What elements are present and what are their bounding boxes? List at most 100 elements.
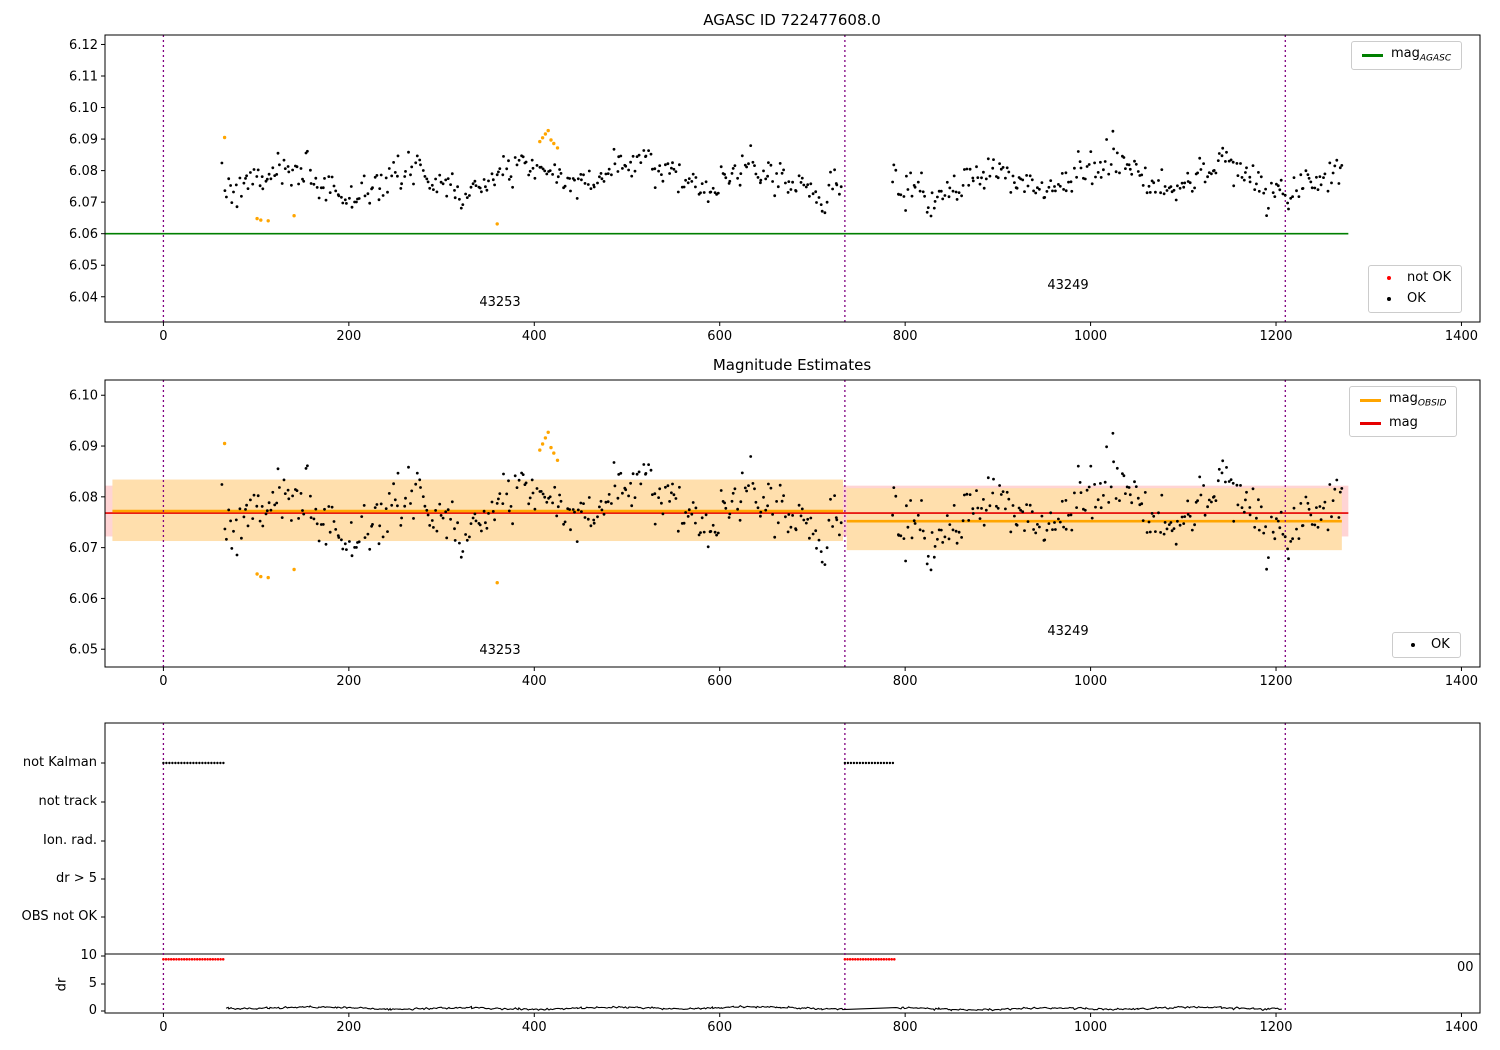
point xyxy=(407,465,410,469)
point xyxy=(580,510,583,513)
dr-ylabel: dr xyxy=(54,977,70,992)
point xyxy=(493,183,496,187)
point xyxy=(317,196,321,200)
point xyxy=(1216,479,1220,483)
point xyxy=(386,530,389,533)
point xyxy=(283,492,287,495)
point xyxy=(784,181,787,185)
point xyxy=(430,183,434,187)
point xyxy=(345,548,348,551)
legend-item-ok: OK xyxy=(1379,291,1451,306)
point xyxy=(495,502,499,505)
point xyxy=(368,201,372,205)
point xyxy=(1242,178,1246,182)
point xyxy=(350,554,354,558)
point xyxy=(1335,158,1339,162)
x-tick-label: 1000 xyxy=(1074,674,1107,689)
point xyxy=(894,168,898,172)
point xyxy=(548,169,552,173)
point xyxy=(775,172,778,175)
point xyxy=(936,537,939,541)
point xyxy=(1152,181,1156,185)
point xyxy=(507,509,511,513)
point xyxy=(1210,172,1213,176)
point xyxy=(259,574,263,579)
dr-dot xyxy=(164,958,168,961)
point xyxy=(749,455,753,458)
point xyxy=(1094,175,1097,179)
point xyxy=(1322,506,1325,510)
point xyxy=(799,514,803,518)
point xyxy=(978,182,982,186)
point xyxy=(1207,498,1211,502)
point xyxy=(1231,160,1235,164)
point xyxy=(1112,460,1115,464)
point xyxy=(1190,528,1194,532)
point xyxy=(1253,525,1257,529)
point xyxy=(400,516,403,520)
dr-dot xyxy=(214,958,217,961)
flag-dot xyxy=(879,761,883,765)
point xyxy=(404,496,407,500)
point xyxy=(1328,483,1332,486)
point xyxy=(546,128,550,133)
point xyxy=(1203,513,1207,517)
point xyxy=(687,508,691,512)
point xyxy=(471,182,475,186)
point xyxy=(682,185,686,189)
x-tick-label: 600 xyxy=(707,1020,732,1035)
x-tick-label: 200 xyxy=(336,1020,361,1035)
legend-label-mag: mag xyxy=(1389,415,1418,431)
point xyxy=(1172,188,1176,192)
point xyxy=(269,508,273,512)
point xyxy=(1109,163,1113,166)
flag-dot xyxy=(870,761,874,765)
point xyxy=(575,197,579,200)
point xyxy=(724,506,728,510)
point xyxy=(939,189,943,193)
point xyxy=(782,168,785,172)
point xyxy=(988,174,992,178)
point xyxy=(827,518,831,522)
point xyxy=(343,198,347,202)
point xyxy=(235,553,239,557)
point xyxy=(490,172,494,176)
point xyxy=(493,518,496,522)
x-tick-label: 0 xyxy=(159,1020,167,1035)
point xyxy=(902,537,906,540)
point xyxy=(366,192,370,196)
point xyxy=(965,492,969,496)
point xyxy=(906,525,910,529)
point xyxy=(430,519,434,522)
point xyxy=(264,512,268,516)
point xyxy=(459,206,463,210)
point xyxy=(400,182,403,186)
point xyxy=(633,169,637,173)
point xyxy=(653,186,657,190)
point xyxy=(439,180,443,184)
point xyxy=(485,526,489,530)
point xyxy=(1176,184,1179,188)
point xyxy=(925,562,929,566)
point xyxy=(968,493,972,496)
point xyxy=(474,184,478,188)
point xyxy=(1338,490,1342,494)
point xyxy=(573,510,576,514)
point xyxy=(509,175,513,179)
point xyxy=(465,196,469,200)
point xyxy=(711,186,715,190)
point xyxy=(1026,520,1030,523)
point xyxy=(1085,488,1089,492)
x-tick-label: 1400 xyxy=(1445,1020,1478,1035)
point xyxy=(1049,179,1053,183)
point xyxy=(360,181,364,185)
point xyxy=(1167,523,1171,526)
point xyxy=(806,183,810,187)
point xyxy=(438,502,442,506)
point xyxy=(425,508,429,512)
point xyxy=(1162,192,1166,196)
point xyxy=(1169,521,1173,524)
mag-line-swatch xyxy=(1360,422,1381,425)
point xyxy=(624,488,628,492)
